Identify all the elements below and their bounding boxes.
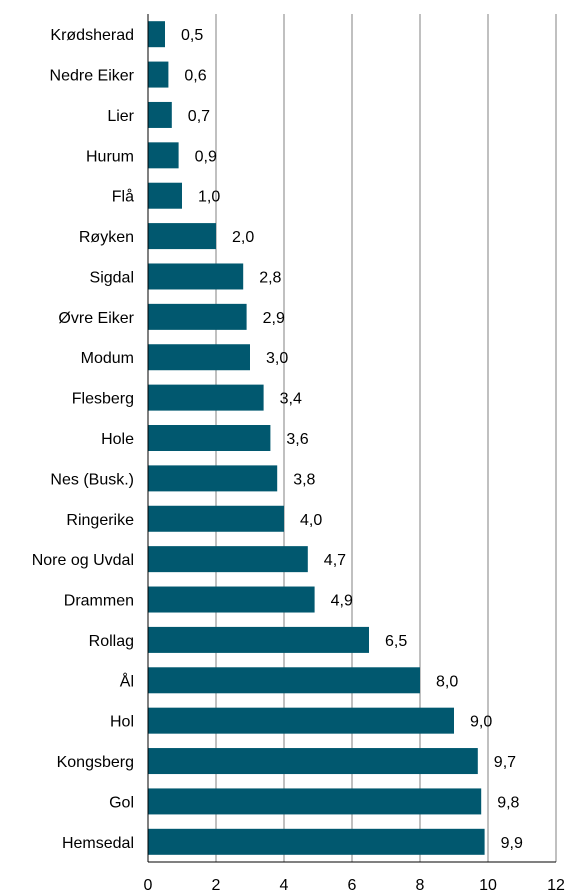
category-label: Nore og Uvdal: [32, 552, 134, 569]
bar: [148, 344, 250, 371]
category-label: Ringerike: [66, 512, 134, 529]
bar: [148, 384, 264, 411]
category-label: Modum: [81, 350, 134, 367]
category-label: Gol: [109, 794, 134, 811]
bar: [148, 586, 315, 613]
value-label: 9,0: [470, 714, 492, 731]
bar: [148, 142, 179, 169]
category-label: Hemsedal: [62, 835, 134, 852]
category-label: Rollag: [89, 633, 134, 650]
value-label: 8,0: [436, 673, 458, 690]
value-label: 2,0: [232, 229, 254, 246]
category-label: Lier: [107, 108, 134, 125]
x-tick-label: 0: [144, 877, 153, 894]
value-label: 4,9: [331, 593, 353, 610]
bar: [148, 182, 182, 209]
category-label: Kongsberg: [57, 754, 134, 771]
x-tick-label: 6: [348, 877, 357, 894]
bar: [148, 788, 482, 815]
value-label: 0,5: [181, 27, 203, 44]
bar: [148, 626, 369, 653]
value-label: 3,4: [280, 391, 302, 408]
value-label: 4,7: [324, 552, 346, 569]
value-label: 1,0: [198, 189, 220, 206]
x-tick-label: 8: [416, 877, 425, 894]
category-label: Hurum: [86, 148, 134, 165]
bar: [148, 61, 169, 88]
value-label: 2,8: [259, 269, 281, 286]
bar: [148, 748, 478, 775]
value-label: 9,9: [501, 835, 523, 852]
value-label: 0,7: [188, 108, 210, 125]
category-label: Røyken: [79, 229, 134, 246]
bar: [148, 21, 165, 48]
bar: [148, 505, 284, 532]
category-label: Flesberg: [72, 391, 134, 408]
bars: [148, 21, 485, 855]
category-label: Nedre Eiker: [50, 68, 135, 85]
category-label: Nes (Busk.): [50, 471, 134, 488]
value-label: 3,6: [286, 431, 308, 448]
value-label: 2,9: [263, 310, 285, 327]
category-label: Sigdal: [90, 269, 134, 286]
value-label: 9,7: [494, 754, 516, 771]
labels: 0 2 4 6 8 10 12 Krødsherad 0,5 Nedre Eiker 0,6 Lier…: [32, 27, 565, 894]
bar: [148, 263, 244, 290]
x-tick-label: 2: [212, 877, 221, 894]
bar: [148, 465, 278, 492]
category-label: Flå: [112, 188, 134, 206]
x-tick-label: 4: [280, 877, 289, 894]
x-tick-label: 10: [479, 877, 497, 894]
bar: [148, 667, 420, 694]
value-label: 9,8: [497, 794, 519, 811]
bar: [148, 707, 454, 734]
value-label: 4,0: [300, 512, 322, 529]
bar: [148, 303, 247, 330]
bar: [148, 101, 172, 128]
category-label: Hol: [110, 714, 134, 731]
category-label: Drammen: [64, 593, 134, 610]
bar: [148, 223, 216, 250]
category-label: Krødsherad: [50, 27, 134, 44]
value-label: 3,8: [293, 471, 315, 488]
category-label: Hole: [101, 431, 134, 448]
bar: [148, 425, 271, 451]
category-label: Øvre Eiker: [58, 310, 134, 327]
value-label: 6,5: [385, 633, 407, 650]
x-tick-label: 12: [547, 877, 565, 894]
value-label: 3,0: [266, 350, 288, 367]
axes: [147, 14, 556, 863]
category-label: Ål: [120, 671, 134, 690]
value-label: 0,9: [195, 148, 217, 165]
bar: [148, 546, 308, 573]
bar: [148, 828, 485, 855]
value-label: 0,6: [184, 68, 206, 85]
